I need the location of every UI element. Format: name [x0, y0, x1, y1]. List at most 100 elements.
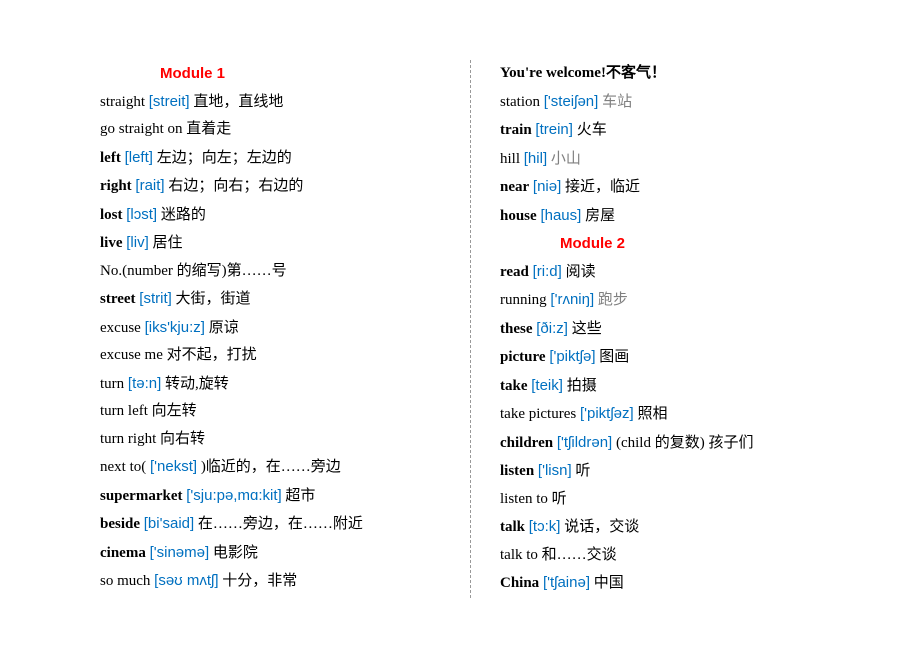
- entry-definition: 在……旁边，在……附近: [198, 516, 363, 532]
- entry-word: so much: [100, 573, 150, 589]
- entry-word: running: [500, 292, 547, 308]
- entry-word: take pictures: [500, 406, 576, 422]
- entry-word: listen to: [500, 491, 548, 507]
- vocab-entry: house [haus] 房屋: [500, 202, 840, 231]
- vocab-entry: these [ði:z] 这些: [500, 315, 840, 344]
- entry-word: talk to: [500, 547, 538, 563]
- vocab-entry: station ['steiʃən] 车站: [500, 88, 840, 117]
- entry-word: street: [100, 291, 136, 307]
- entry-ipa: ['lisn]: [538, 462, 572, 479]
- entry-word: China: [500, 575, 539, 591]
- vocab-entry: talk to 和……交谈: [500, 542, 840, 570]
- vocab-entry: children ['tʃildrən] (child 的复数) 孩子们: [500, 429, 840, 458]
- entry-ipa: ['sinəmə]: [150, 544, 210, 561]
- entry-definition: 左边；向左；左边的: [157, 150, 292, 166]
- vocab-entry: turn left 向左转: [100, 398, 440, 426]
- vocabulary-columns: Module 1 straight [streit] 直地，直线地go stra…: [100, 60, 840, 598]
- vocab-entry: supermarket ['sju:pə,mɑ:kit] 超市: [100, 482, 440, 511]
- entry-definition: 对不起，打扰: [167, 347, 257, 363]
- right-entries: read [ri:d] 阅读running ['rʌniŋ] 跑步these […: [500, 258, 840, 598]
- entry-ipa: [strit]: [139, 290, 172, 307]
- entry-ipa: [ri:d]: [533, 263, 562, 280]
- vocab-entry: take [teik] 拍摄: [500, 372, 840, 401]
- entry-word: take: [500, 378, 528, 394]
- entry-word: turn right: [100, 431, 156, 447]
- entry-definition: 十分，非常: [222, 573, 297, 589]
- vocab-entry: read [ri:d] 阅读: [500, 258, 840, 287]
- entry-definition: (child 的复数) 孩子们: [616, 435, 753, 451]
- entry-definition: 居住: [153, 235, 183, 251]
- entry-definition: 照相: [637, 406, 667, 422]
- entry-ipa: [teik]: [531, 377, 563, 394]
- vocab-entry: hill [hil] 小山: [500, 145, 840, 174]
- entry-ipa: [lɔst]: [126, 206, 157, 223]
- entry-definition: 原谅: [209, 320, 239, 336]
- entry-ipa: ['sju:pə,mɑ:kit]: [186, 487, 281, 504]
- vocab-entry: listen ['lisn] 听: [500, 457, 840, 486]
- entry-word: talk: [500, 519, 525, 535]
- entry-ipa: [səʊ mʌtʃ]: [154, 572, 218, 589]
- entry-word: picture: [500, 349, 546, 365]
- entry-word: supermarket: [100, 488, 183, 504]
- entry-ipa: ['tʃildrən]: [557, 434, 612, 451]
- entry-definition: 房屋: [585, 208, 615, 224]
- entry-definition: 直地，直线地: [193, 94, 283, 110]
- entry-word: read: [500, 264, 529, 280]
- vocab-entry: near [niə] 接近，临近: [500, 173, 840, 202]
- entry-word: right: [100, 178, 132, 194]
- vocab-entry: running ['rʌniŋ] 跑步: [500, 286, 840, 315]
- entry-word: left: [100, 150, 121, 166]
- entry-definition: 听: [552, 491, 567, 507]
- vocab-entry: right [rait] 右边；向右；右边的: [100, 172, 440, 201]
- entry-ipa: [ði:z]: [536, 320, 568, 337]
- entry-definition: 说话，交谈: [564, 519, 639, 535]
- entry-ipa: ['piktʃə]: [549, 348, 595, 365]
- module-1-title: Module 1: [100, 60, 440, 88]
- entry-word: house: [500, 208, 537, 224]
- entry-word: live: [100, 235, 123, 251]
- entry-ipa: [streit]: [149, 93, 190, 110]
- entry-ipa: [niə]: [533, 178, 561, 195]
- entry-ipa: [left]: [125, 149, 153, 166]
- vocab-entry: You're welcome!不客气！: [500, 60, 840, 88]
- entry-ipa: [haus]: [540, 207, 581, 224]
- entry-ipa: ['nekst]: [150, 458, 197, 475]
- module-2-title: Module 2: [500, 230, 840, 258]
- vocab-entry: next to( ['nekst] )临近的，在……旁边: [100, 453, 440, 482]
- vocab-entry: excuse [iks'kju:z] 原谅: [100, 314, 440, 343]
- entry-word: beside: [100, 516, 140, 532]
- entry-definition: 直着走: [186, 121, 231, 137]
- entry-definition: 拍摄: [567, 378, 597, 394]
- vocab-entry: straight [streit] 直地，直线地: [100, 88, 440, 117]
- vocab-entry: go straight on 直着走: [100, 116, 440, 144]
- entry-word: cinema: [100, 545, 146, 561]
- entry-word: You're welcome!不客气！: [500, 65, 666, 81]
- entry-word: excuse: [100, 320, 141, 336]
- entry-definition: 小山: [551, 151, 581, 167]
- vocab-entry: turn right 向右转: [100, 426, 440, 454]
- vocab-entry: take pictures ['piktʃəz] 照相: [500, 400, 840, 429]
- vocab-entry: live [liv] 居住: [100, 229, 440, 258]
- entry-definition: 中国: [594, 575, 624, 591]
- entry-definition: 向左转: [152, 403, 197, 419]
- entry-definition: 超市: [285, 488, 315, 504]
- entry-ipa: [tɔ:k]: [529, 518, 561, 535]
- vocab-entry: lost [lɔst] 迷路的: [100, 201, 440, 230]
- vocab-entry: beside [bi'said] 在……旁边，在……附近: [100, 510, 440, 539]
- vocab-entry: train [trein] 火车: [500, 116, 840, 145]
- entry-word: near: [500, 179, 529, 195]
- entry-definition: 跑步: [598, 292, 628, 308]
- entry-word: train: [500, 122, 532, 138]
- entry-word: hill: [500, 151, 520, 167]
- vocab-entry: left [left] 左边；向左；左边的: [100, 144, 440, 173]
- vocab-entry: talk [tɔ:k] 说话，交谈: [500, 513, 840, 542]
- entry-word: turn: [100, 376, 124, 392]
- entry-word: go straight on: [100, 121, 183, 137]
- left-column: Module 1 straight [streit] 直地，直线地go stra…: [100, 60, 440, 598]
- entry-definition: )临近的，在……旁边: [201, 459, 341, 475]
- vocab-entry: cinema ['sinəmə] 电影院: [100, 539, 440, 568]
- entry-ipa: [hil]: [524, 150, 547, 167]
- entry-word: straight: [100, 94, 145, 110]
- entry-ipa: [iks'kju:z]: [145, 319, 205, 336]
- entry-word: station: [500, 94, 540, 110]
